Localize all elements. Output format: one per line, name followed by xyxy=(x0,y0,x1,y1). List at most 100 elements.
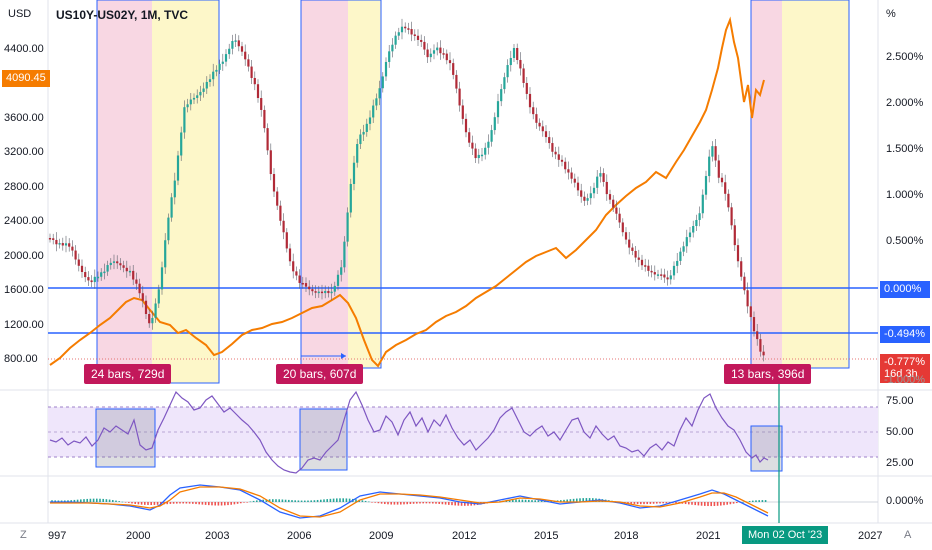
auto-scale-button[interactable]: A xyxy=(904,529,912,541)
macd-histogram-bar xyxy=(227,502,229,506)
macd-histogram-bar xyxy=(80,499,82,502)
macd-histogram-bar xyxy=(208,502,210,506)
right-axis-tick: 2.000% xyxy=(886,97,924,109)
macd-histogram-bar xyxy=(272,499,274,502)
macd-histogram-bar xyxy=(361,500,364,502)
macd-histogram-bar xyxy=(508,499,511,502)
zone-yellow-1[interactable] xyxy=(152,0,219,383)
macd-histogram-bar xyxy=(131,502,133,504)
macd-histogram-bar xyxy=(425,502,428,504)
zero-line-tag[interactable]: 0.000% xyxy=(880,281,930,298)
macd-line[interactable] xyxy=(50,484,769,519)
macd-histogram-bar xyxy=(70,500,72,502)
macd-histogram-bar xyxy=(185,502,188,504)
macd-histogram-bar xyxy=(233,502,236,505)
rsi-axis-tick: 25.00 xyxy=(886,457,914,469)
left-axis-tick: 3200.00 xyxy=(4,146,44,158)
macd-histogram-bar xyxy=(371,502,373,503)
range-label-1[interactable]: 24 bars, 729d xyxy=(84,364,172,384)
macd-histogram-bar xyxy=(323,499,325,502)
macd-histogram-bar xyxy=(572,498,575,502)
zone-pink-1[interactable] xyxy=(97,0,152,383)
left-axis-tick: 2400.00 xyxy=(4,215,44,227)
macd-histogram-bar xyxy=(438,502,440,504)
macd-histogram-bar xyxy=(400,502,402,505)
line-494-tag[interactable]: -0.494% xyxy=(880,326,930,343)
macd-histogram-bar xyxy=(432,502,434,504)
macd-histogram-bar xyxy=(723,502,725,506)
macd-histogram-bar xyxy=(419,502,421,504)
macd-histogram-bar xyxy=(102,498,104,502)
rsi-axis-tick: 75.00 xyxy=(886,395,914,407)
macd-histogram-bar xyxy=(531,500,533,502)
macd-histogram-bar xyxy=(54,500,56,502)
time-axis-tick: 2015 xyxy=(534,530,559,542)
macd-signal-line[interactable] xyxy=(50,486,769,518)
macd-histogram-bar xyxy=(403,502,405,505)
macd-histogram-bar xyxy=(204,502,207,505)
macd-histogram-bar xyxy=(345,498,348,502)
symbol-title[interactable]: US10Y-US02Y, 1M, TVC xyxy=(56,8,189,22)
macd-histogram-bar xyxy=(112,500,114,502)
rsi-line[interactable] xyxy=(49,390,769,474)
macd-histogram-bar xyxy=(150,502,152,505)
macd-histogram-bar xyxy=(464,502,466,506)
macd-histogram-bar xyxy=(716,502,719,506)
macd-histogram-bar xyxy=(396,502,399,505)
macd-histogram-bar xyxy=(332,498,335,502)
zone-yellow-3[interactable] xyxy=(782,0,849,368)
macd-histogram-bar xyxy=(179,502,181,504)
macd-histogram-bar xyxy=(444,502,447,505)
macd-histogram-bar xyxy=(374,502,376,503)
macd-histogram-bar xyxy=(64,500,66,502)
range-label-2[interactable]: 20 bars, 607d xyxy=(276,364,364,384)
range-label-3[interactable]: 13 bars, 396d xyxy=(724,364,812,384)
macd-histogram-bar xyxy=(182,502,184,504)
left-axis-tick: 3600.00 xyxy=(4,112,44,124)
macd-histogram-bar xyxy=(134,502,136,504)
macd-histogram-bar xyxy=(348,498,351,502)
macd-histogram-bar xyxy=(268,499,271,502)
left-axis-tick: 4400.00 xyxy=(4,43,44,55)
zone-yellow-2[interactable] xyxy=(348,0,381,368)
macd-histogram-bar xyxy=(339,498,341,502)
macd-histogram-bar xyxy=(211,502,213,506)
macd-histogram-bar xyxy=(224,502,226,506)
right-axis-partial-tick: -1.000% xyxy=(884,374,925,386)
macd-histogram-bar xyxy=(236,502,239,504)
time-axis-tick: 2021 xyxy=(696,530,721,542)
right-axis-tick: 0.500% xyxy=(886,235,924,247)
macd-histogram-bar xyxy=(422,502,424,504)
macd-histogram-bar xyxy=(118,501,120,502)
macd-histogram-bar xyxy=(214,502,216,506)
macd-histogram-bar xyxy=(390,502,392,505)
macd-histogram-bar xyxy=(384,502,386,505)
zoom-corner-button[interactable]: Z xyxy=(20,529,27,541)
macd-histogram-bar xyxy=(720,502,722,506)
macd-histogram-bar xyxy=(588,498,591,502)
macd-histogram-bar xyxy=(262,499,264,502)
macd-histogram-bar xyxy=(243,502,245,503)
macd-histogram-bar xyxy=(700,502,703,506)
macd-histogram-bar xyxy=(342,498,344,502)
orange-line-series[interactable] xyxy=(49,16,765,368)
right-axis-tick: 2.500% xyxy=(886,51,924,63)
macd-histogram-bar xyxy=(688,502,690,505)
macd-histogram-bar xyxy=(726,502,728,505)
macd-histogram-bar xyxy=(406,502,408,505)
time-axis-tick: 2018 xyxy=(614,530,639,542)
macd-histogram-bar xyxy=(217,502,220,506)
rsi-box-1[interactable] xyxy=(95,408,156,468)
macd-histogram-bar xyxy=(281,499,284,502)
rsi-box-3[interactable] xyxy=(750,425,783,472)
left-last-price-tag: 4090.45 xyxy=(2,70,50,87)
macd-histogram-bar xyxy=(630,502,632,504)
macd-histogram-bar xyxy=(758,500,760,502)
right-axis-tick: 1.500% xyxy=(886,143,924,155)
zone-pink-2[interactable] xyxy=(301,0,348,383)
macd-histogram-bar xyxy=(524,499,527,502)
zone-pink-3[interactable] xyxy=(751,0,782,368)
